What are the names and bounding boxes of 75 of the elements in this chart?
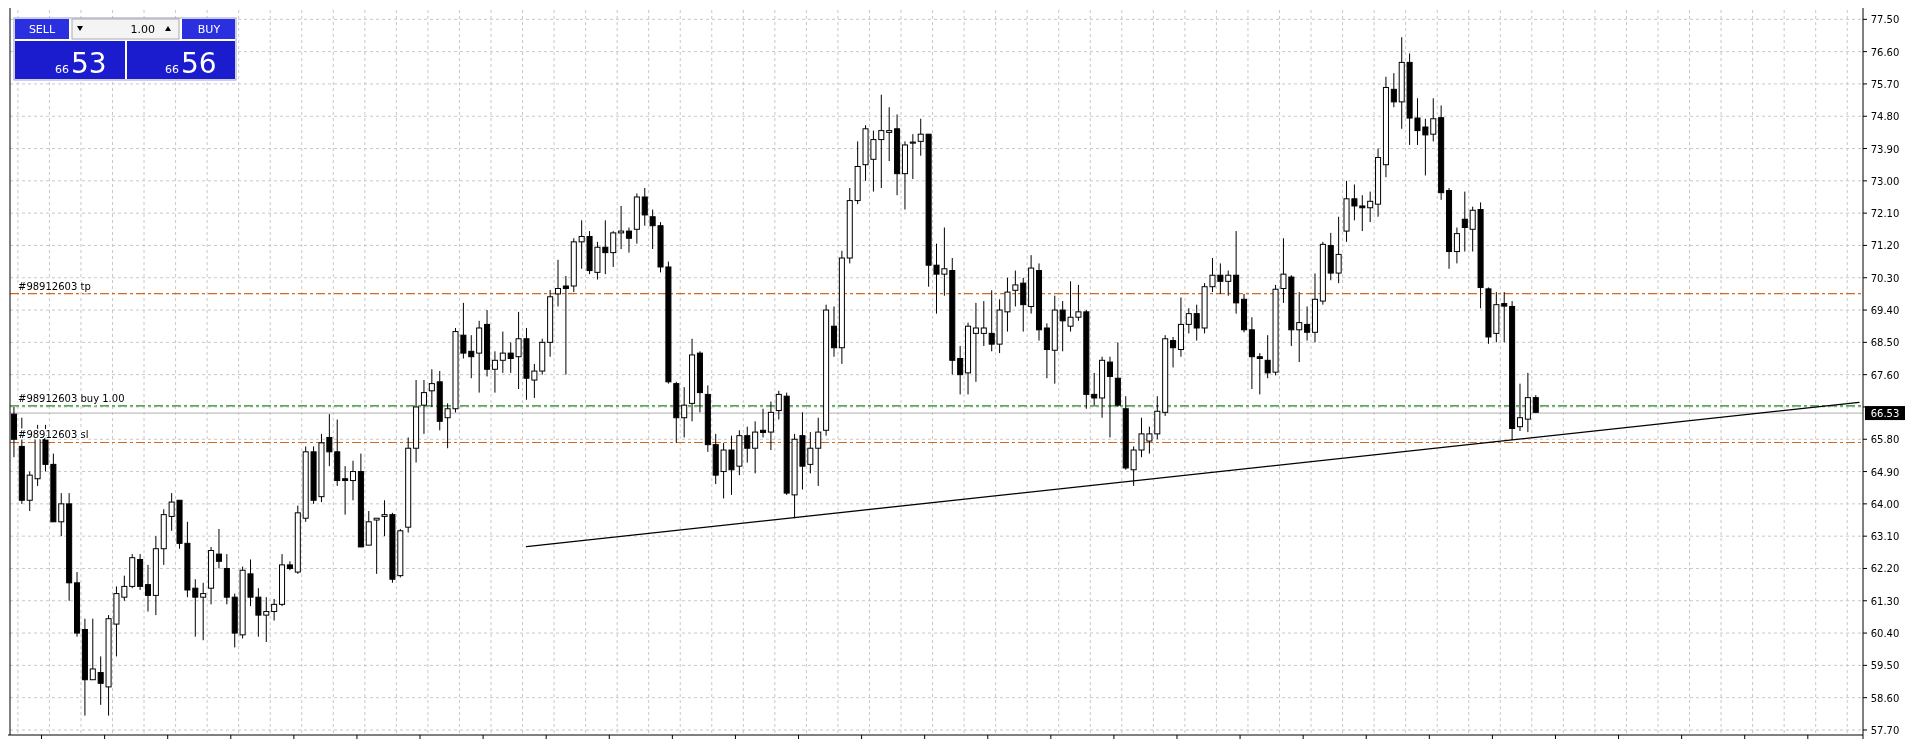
- y-tick-label: 57.70: [1870, 724, 1900, 736]
- candlestick: [491, 350, 498, 394]
- candlestick: [767, 401, 774, 451]
- y-tick-label: 71.20: [1870, 240, 1900, 252]
- candlestick: [1461, 191, 1468, 253]
- ref-line-label: 66.53: [1870, 408, 1900, 420]
- y-tick-label: 64.90: [1870, 466, 1900, 478]
- candlestick: [373, 517, 380, 575]
- candlestick: [752, 420, 759, 474]
- annotation: 1.00: [130, 23, 155, 36]
- y-tick-label: 67.60: [1870, 369, 1900, 381]
- y-tick-label: 75.70: [1870, 78, 1900, 90]
- y-tick-label: 73.90: [1870, 143, 1900, 155]
- candlestick: [1106, 356, 1113, 438]
- candlestick: [1304, 305, 1311, 342]
- candlestick: [144, 564, 152, 613]
- candlestick: [909, 133, 916, 180]
- candlestick: [215, 528, 222, 569]
- candlestick: [957, 345, 964, 395]
- y-tick-label: 62.20: [1870, 563, 1900, 575]
- candlestick: [681, 386, 688, 438]
- y-tick-label: 74.80: [1870, 111, 1900, 123]
- candlestick: [365, 510, 372, 546]
- ref-line-label: #98912603 tp: [18, 280, 91, 292]
- candlestick: [349, 460, 357, 501]
- candlestick: [420, 379, 427, 435]
- y-tick-label: 76.60: [1870, 46, 1900, 58]
- candlestick: [618, 205, 625, 250]
- candlestick: [830, 305, 838, 358]
- y-tick-label: 68.50: [1870, 337, 1900, 349]
- y-tick-label: 72.10: [1870, 208, 1900, 220]
- y-tick-label: 65.80: [1870, 434, 1900, 446]
- candlestick: [1091, 372, 1098, 406]
- candlestick: [1185, 307, 1192, 334]
- y-tick-label: 60.40: [1870, 628, 1900, 640]
- candlestick: [1256, 352, 1263, 395]
- y-tick-label: 61.30: [1870, 595, 1900, 607]
- candlestick: [1390, 72, 1397, 108]
- candlestick: [760, 408, 767, 438]
- annotation: BUY: [197, 23, 221, 36]
- candlestick: [775, 390, 782, 421]
- candlestick: [625, 227, 632, 254]
- candlestick: [271, 598, 278, 622]
- candlestick: [980, 300, 987, 347]
- y-tick-label: 63.10: [1870, 531, 1900, 543]
- candlestick: [1453, 227, 1460, 264]
- candlestick: [886, 106, 893, 162]
- candlestick: [1524, 372, 1531, 433]
- candlestick: [972, 302, 979, 383]
- candlestick: [1367, 191, 1374, 223]
- candlestick: [554, 259, 562, 307]
- y-tick-label: 77.50: [1870, 14, 1900, 26]
- annotation: 53: [71, 47, 107, 80]
- candlestick: [1043, 322, 1050, 379]
- candlestick: [499, 331, 506, 374]
- y-tick-label: 69.40: [1870, 305, 1900, 317]
- y-tick-label: 73.00: [1870, 175, 1900, 187]
- y-tick-label: 59.50: [1870, 660, 1900, 672]
- candlestick: [89, 618, 96, 681]
- y-tick-label: 70.30: [1870, 272, 1900, 284]
- annotation: 56: [181, 47, 217, 80]
- candlestick: [641, 187, 648, 227]
- candlestick: [200, 582, 207, 641]
- candlestick: [342, 465, 349, 516]
- candlestick: [1170, 336, 1177, 368]
- annotation: 66: [55, 63, 69, 76]
- y-tick-label: 64.00: [1870, 498, 1900, 510]
- candlestick: [562, 275, 569, 376]
- annotation: 66: [165, 63, 179, 76]
- annotation: SELL: [28, 23, 56, 36]
- ref-line-label: #98912603 buy 1.00: [18, 392, 125, 404]
- candlestick: [610, 230, 617, 268]
- candlestick: [1516, 383, 1524, 432]
- y-tick-label: 58.60: [1870, 692, 1900, 704]
- candlestick: [428, 368, 435, 408]
